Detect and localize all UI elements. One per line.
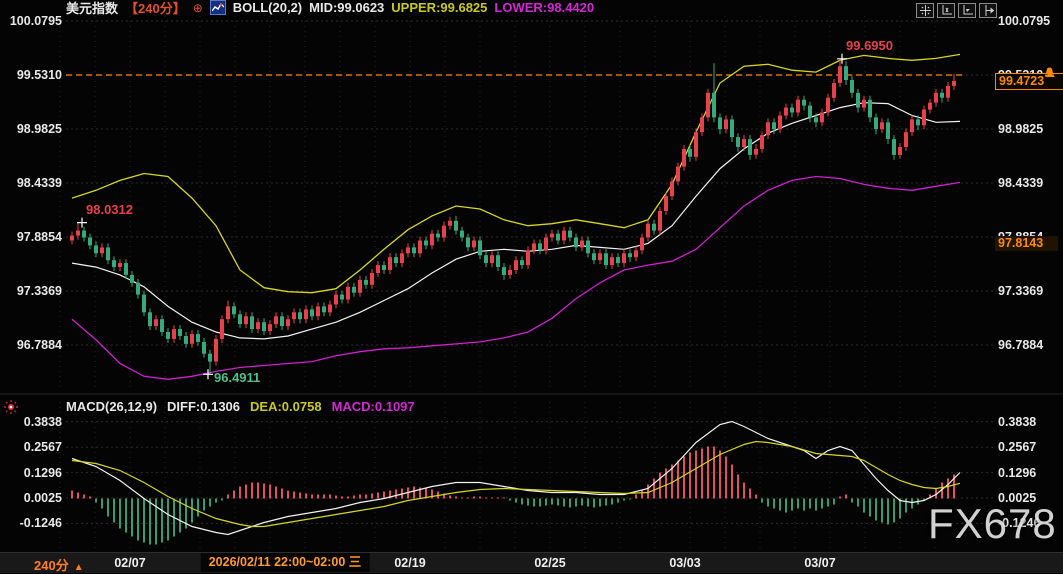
macd-diff-value: DIFF:0.1306 [167, 399, 241, 414]
chart-header: 美元指数 【240分】 ⊕ BOLL(20,2) MID:99.0623 UPP… [66, 0, 595, 16]
price-axis-right: 100.079599.531098.982598.433997.885497.3… [996, 0, 1062, 390]
mark-price-badge: 97.8143 [995, 235, 1058, 251]
scale-y-left-icon[interactable] [937, 3, 955, 18]
price-tick-label: 98.4339 [998, 175, 1044, 190]
macd-tick-label: 0.3838 [998, 414, 1037, 429]
macd-diff-line [71, 420, 961, 536]
fx678-watermark: FX678 [928, 500, 1057, 547]
scale-y-right-icon[interactable] [958, 3, 976, 18]
extreme-cross-marker [837, 53, 847, 64]
scale-x-icon[interactable] [979, 3, 997, 18]
axis-toolbar [916, 3, 997, 18]
time-tick-label: 02/07 [114, 556, 146, 570]
price-axis-left: 100.0795 99.5310 98.9825 98.4339 97.8854 97.3… [0, 0, 62, 390]
timeframe-label[interactable]: 【240分】 [125, 1, 186, 16]
boll-upper-value: UPPER:99.6825 [391, 0, 488, 15]
move-tool-icon[interactable] [916, 3, 934, 18]
price-tick-label: 98.4339 [16, 175, 62, 190]
macd-macd-value: MACD:0.1097 [331, 399, 415, 414]
macd-tick-label: 0.2567 [23, 440, 62, 455]
high-price-label: 98.0312 [86, 201, 133, 217]
extreme-cross-marker [77, 217, 87, 228]
boll-label: BOLL(20,2) [232, 0, 303, 15]
macd-dea-value: DEA:0.0758 [250, 399, 322, 414]
macd-dea-line [71, 440, 961, 528]
macd-axis-right: 0.3838 0.2567 0.1296 0.0025 -0.1246 [996, 390, 1062, 550]
price-tick-label: 100.0795 [998, 13, 1051, 28]
timeframe-bottom-label[interactable]: 240分 ▲ [34, 558, 84, 573]
price-tick-label: 98.9825 [16, 121, 62, 136]
price-tick-label: 97.3369 [16, 283, 62, 298]
macd-axis-left: 0.3838 0.2567 0.1296 0.0025 -0.1246 [0, 390, 62, 550]
price-tick-label: 96.7884 [16, 337, 62, 352]
macd-tick-label: 0.1296 [998, 465, 1037, 480]
low-price-label: 96.4911 [214, 370, 261, 386]
symbol-title: 美元指数 [66, 1, 119, 16]
candlestick-series [70, 59, 956, 375]
boll-mid-value: MID:99.0623 [309, 0, 385, 15]
last-price-badge: 99.4723 [995, 71, 1063, 90]
macd-tick-label: -0.1246 [19, 516, 62, 531]
price-tick-label: 100.0795 [9, 13, 62, 28]
chart-type-icon[interactable] [209, 0, 226, 15]
macd-tick-label: 0.0025 [998, 491, 1037, 505]
time-axis-bar[interactable]: 240分 ▲ 02/07 02/19 02/25 03/03 03/07 2026/02/… [0, 552, 1063, 573]
mini-chart-icon [211, 2, 224, 11]
macd-tick-label: -0.1246 [998, 516, 1041, 531]
macd-label: MACD(26,12,9) [66, 399, 158, 414]
price-tick-label: 96.7884 [998, 337, 1044, 352]
macd-tick-label: 0.0025 [23, 491, 62, 505]
macd-tick-label: 0.3838 [23, 414, 62, 429]
add-indicator-icon[interactable]: ⊕ [192, 0, 203, 15]
macd-tick-label: 0.2567 [998, 440, 1037, 455]
price-tick-label: 97.8854 [16, 229, 62, 244]
time-tick-label: 02/19 [394, 556, 426, 570]
time-tick-label: 03/07 [804, 556, 836, 570]
high-price-label: 99.6950 [846, 37, 893, 53]
price-tick-label: 98.9825 [998, 121, 1044, 136]
macd-header: MACD(26,12,9) DIFF:0.1306 DEA:0.0758 MAC… [66, 399, 415, 414]
alert-bell-icon[interactable] [1044, 64, 1055, 82]
price-tick-label: 99.5310 [16, 67, 62, 82]
boll-lower-value: LOWER:98.4420 [494, 0, 595, 15]
selected-candle-time: 2026/02/11 22:00~02:00 三 [200, 553, 370, 572]
price-tick-label: 97.3369 [998, 283, 1044, 298]
macd-tick-label: 0.1296 [23, 465, 62, 480]
extreme-cross-marker [203, 369, 213, 380]
timeframe-up-triangle-icon: ▲ [73, 562, 84, 573]
time-tick-label: 03/03 [669, 556, 701, 570]
indicator-settings-icon[interactable] [3, 399, 19, 415]
time-tick-label: 02/25 [534, 556, 566, 570]
